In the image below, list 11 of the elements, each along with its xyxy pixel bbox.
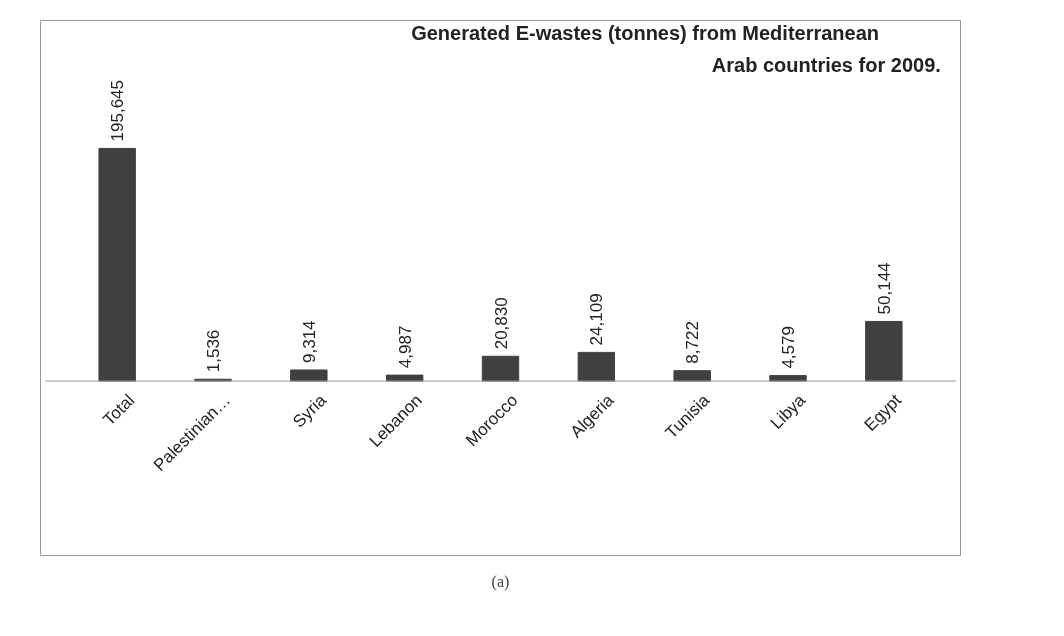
data-label: 4,987 bbox=[395, 325, 415, 369]
data-label: 1,536 bbox=[204, 329, 223, 373]
data-label: 8,722 bbox=[683, 321, 703, 364]
data-label: 24,109 bbox=[587, 293, 607, 346]
chart-title: Generated E-wastes (tonnes) from Mediterranean Arab countries for 2009. bbox=[411, 21, 941, 77]
data-label: 195,645 bbox=[108, 80, 128, 142]
data-label: 4,579 bbox=[779, 326, 798, 369]
text: (a) bbox=[491, 572, 510, 591]
data-label: 20,830 bbox=[491, 297, 511, 350]
data-label: 50,144 bbox=[874, 262, 894, 315]
data-label: 9,314 bbox=[299, 320, 319, 363]
